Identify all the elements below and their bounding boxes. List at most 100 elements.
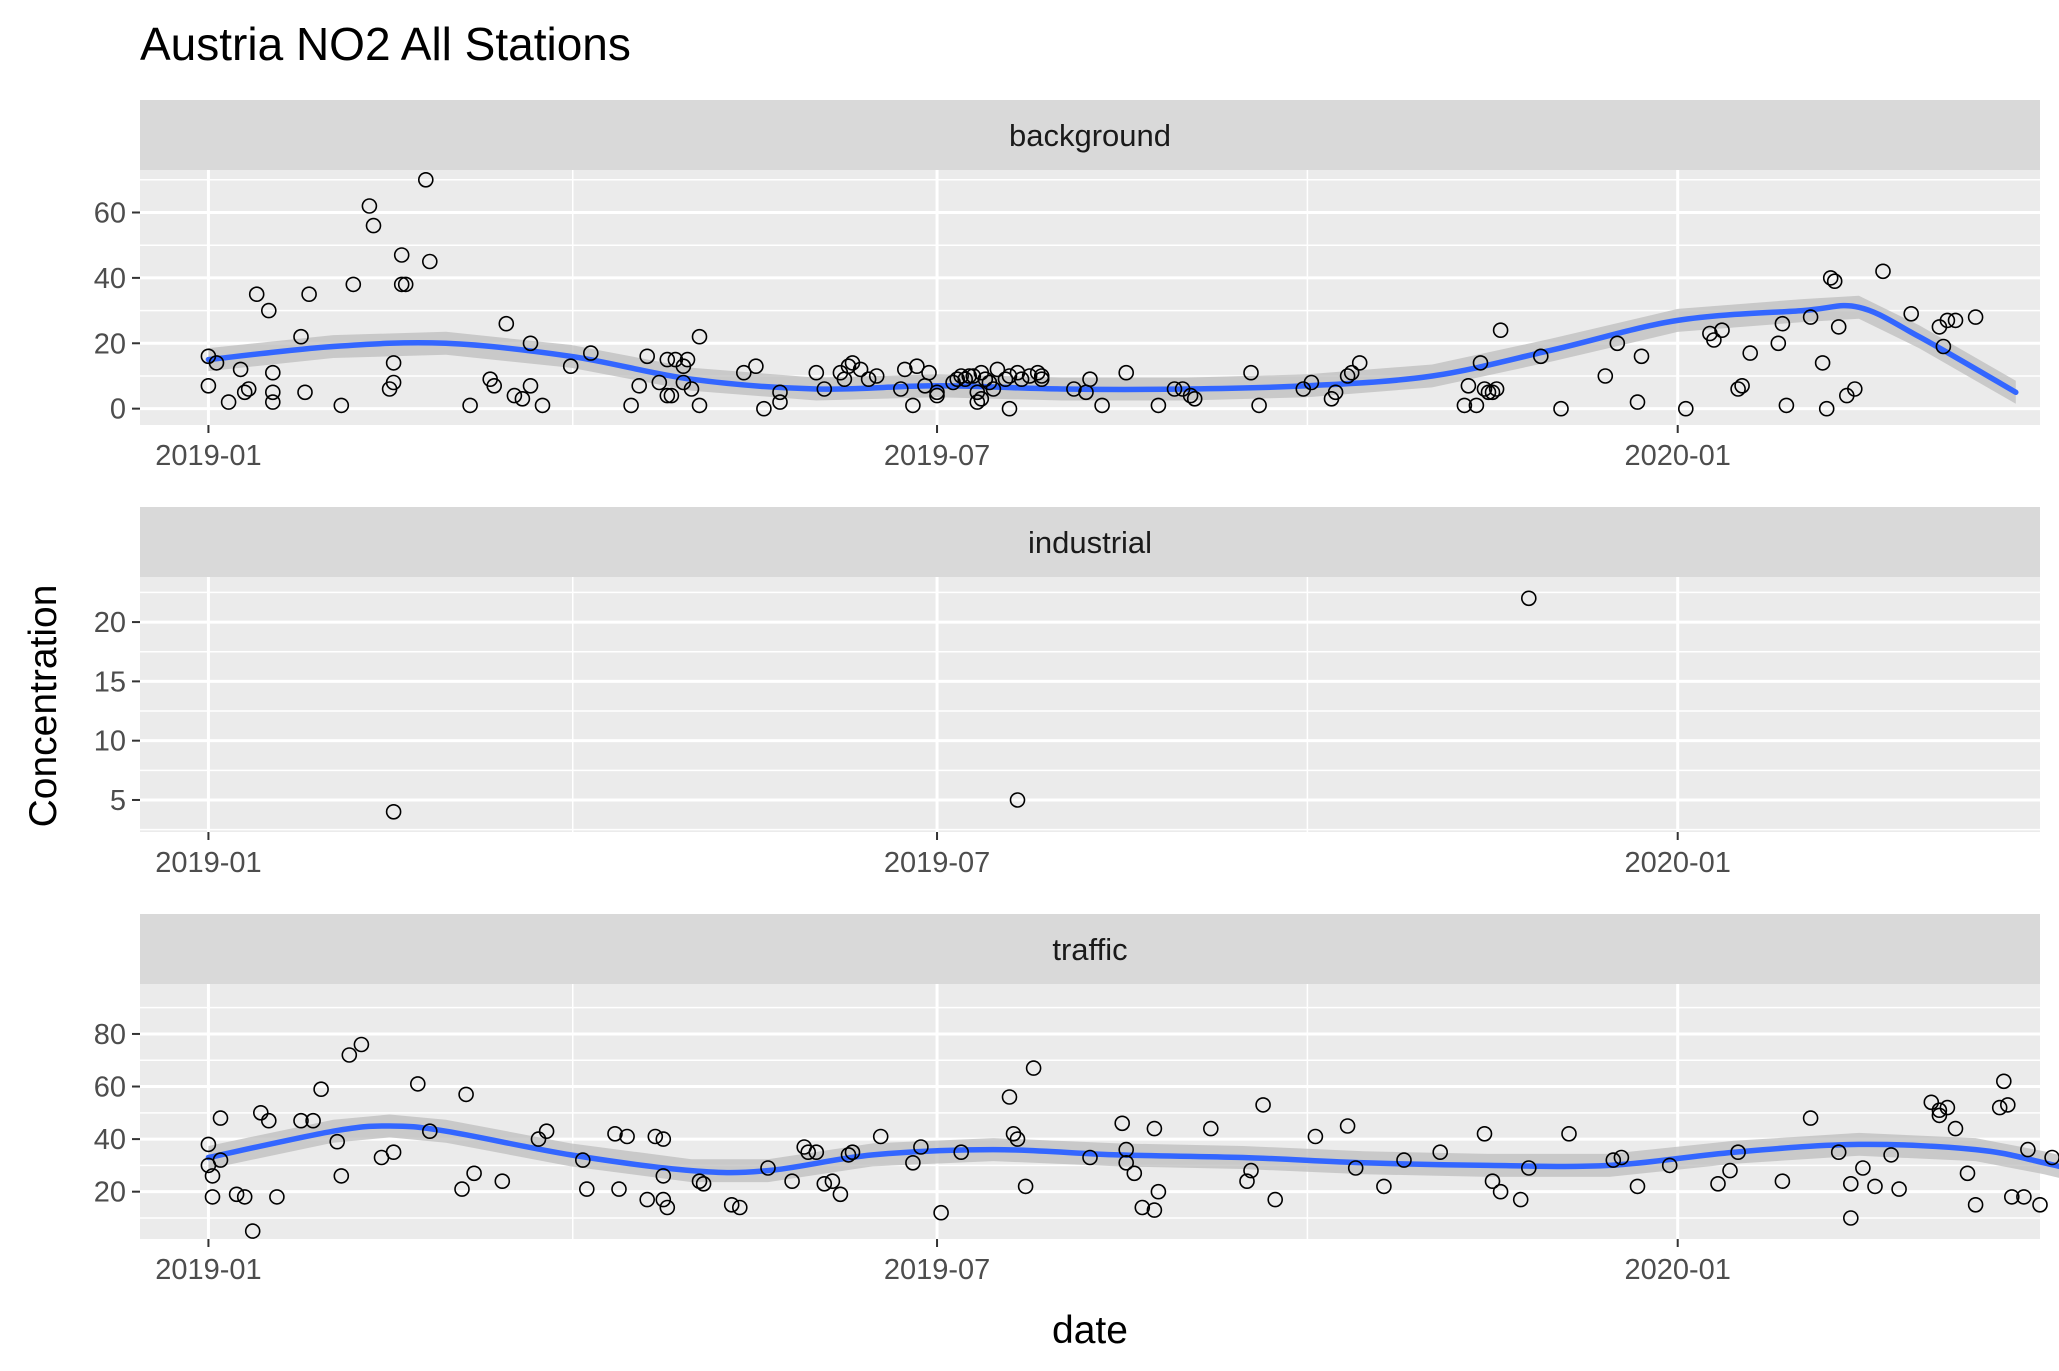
data-point bbox=[1303, 374, 1320, 391]
data-point bbox=[1251, 397, 1267, 414]
data-point bbox=[1456, 397, 1473, 414]
data-point bbox=[1822, 270, 1839, 286]
data-point bbox=[1613, 1149, 1630, 1166]
data-point bbox=[333, 397, 350, 414]
data-point bbox=[264, 364, 281, 381]
data-point bbox=[1553, 400, 1569, 417]
data-point bbox=[530, 1131, 547, 1147]
data-point bbox=[1150, 1183, 1167, 1200]
data-point bbox=[1967, 309, 1984, 325]
data-point bbox=[361, 198, 378, 214]
data-point bbox=[1146, 1120, 1163, 1137]
y-tick-label: 15 bbox=[94, 666, 126, 698]
data-point bbox=[1605, 1152, 1622, 1168]
data-point bbox=[905, 397, 921, 414]
data-point bbox=[1001, 368, 1018, 384]
facet-industrial: industrial bbox=[140, 507, 2040, 832]
data-point bbox=[385, 374, 402, 391]
smooth-line bbox=[205, 1123, 2059, 1176]
data-point bbox=[1706, 332, 1722, 348]
data-point bbox=[1126, 1165, 1143, 1182]
data-point bbox=[2032, 1197, 2048, 1213]
data-point bbox=[1243, 1162, 1259, 1179]
data-point bbox=[1629, 394, 1646, 410]
data-point bbox=[393, 276, 410, 293]
data-point bbox=[760, 1160, 776, 1176]
data-point bbox=[1778, 397, 1795, 414]
data-point bbox=[756, 400, 772, 417]
data-point bbox=[1327, 384, 1344, 401]
data-point bbox=[462, 397, 478, 414]
data-point bbox=[264, 394, 281, 410]
data-point bbox=[1802, 1110, 1819, 1126]
data-point bbox=[582, 345, 599, 361]
data-point bbox=[1339, 368, 1356, 384]
data-point bbox=[1875, 263, 1891, 280]
data-point bbox=[506, 387, 523, 404]
data-point bbox=[997, 371, 1014, 388]
data-point bbox=[385, 355, 402, 371]
data-point bbox=[1480, 384, 1497, 401]
data-point bbox=[840, 358, 857, 375]
y-tick-label: 20 bbox=[94, 1177, 126, 1209]
data-point bbox=[844, 1144, 861, 1160]
data-point bbox=[1488, 381, 1505, 397]
data-point bbox=[748, 358, 764, 375]
data-point bbox=[1512, 1191, 1529, 1208]
data-point bbox=[200, 1136, 217, 1153]
data-point bbox=[2020, 1141, 2036, 1158]
data-point bbox=[1730, 381, 1746, 397]
data-point bbox=[228, 1186, 245, 1203]
data-point bbox=[1661, 1157, 1678, 1174]
y-tick-label: 40 bbox=[94, 263, 126, 295]
data-point bbox=[1939, 312, 1956, 329]
data-point bbox=[735, 364, 752, 381]
data-point bbox=[458, 1086, 474, 1103]
data-point bbox=[655, 1168, 672, 1184]
data-point bbox=[1343, 364, 1360, 381]
data-point bbox=[212, 1152, 229, 1168]
data-point bbox=[1460, 377, 1477, 394]
y-tick-label: 60 bbox=[94, 198, 126, 230]
data-point bbox=[1561, 1126, 1577, 1142]
data-point bbox=[1484, 1173, 1501, 1189]
data-point bbox=[1939, 1099, 1956, 1116]
data-point bbox=[1923, 1094, 1940, 1111]
y-axis-title: Concentration bbox=[22, 585, 65, 828]
data-point bbox=[1903, 305, 1919, 322]
data-point bbox=[208, 355, 225, 371]
data-point bbox=[204, 1189, 221, 1205]
data-point bbox=[341, 1047, 358, 1063]
data-point bbox=[679, 351, 696, 368]
data-point bbox=[969, 394, 986, 410]
data-point bbox=[832, 1186, 849, 1203]
strip-background bbox=[140, 914, 2040, 984]
data-point bbox=[1476, 381, 1493, 397]
data-point bbox=[933, 1204, 949, 1221]
data-point bbox=[1239, 1173, 1255, 1189]
data-point bbox=[240, 381, 257, 397]
data-point bbox=[913, 1139, 929, 1155]
data-point bbox=[953, 368, 970, 384]
data-point bbox=[2004, 1189, 2020, 1205]
x-tick-label: 2020-01 bbox=[1624, 847, 1730, 879]
data-point bbox=[892, 381, 909, 397]
data-point bbox=[1492, 1183, 1509, 1200]
data-point bbox=[1118, 364, 1134, 381]
data-point bbox=[1009, 792, 1026, 808]
data-point bbox=[385, 1144, 402, 1160]
data-point bbox=[808, 364, 825, 381]
data-point bbox=[1830, 1144, 1847, 1160]
data-point bbox=[611, 1181, 627, 1197]
data-point bbox=[808, 1144, 825, 1160]
data-point bbox=[1722, 1162, 1738, 1179]
data-point bbox=[868, 368, 885, 384]
x-tick-label: 2019-01 bbox=[155, 440, 261, 472]
data-point bbox=[305, 1112, 321, 1129]
data-point bbox=[220, 394, 237, 410]
data-point bbox=[623, 397, 639, 414]
data-point bbox=[1347, 1160, 1364, 1176]
data-point bbox=[236, 384, 253, 401]
data-point bbox=[260, 1112, 277, 1129]
data-point bbox=[1114, 1115, 1130, 1132]
